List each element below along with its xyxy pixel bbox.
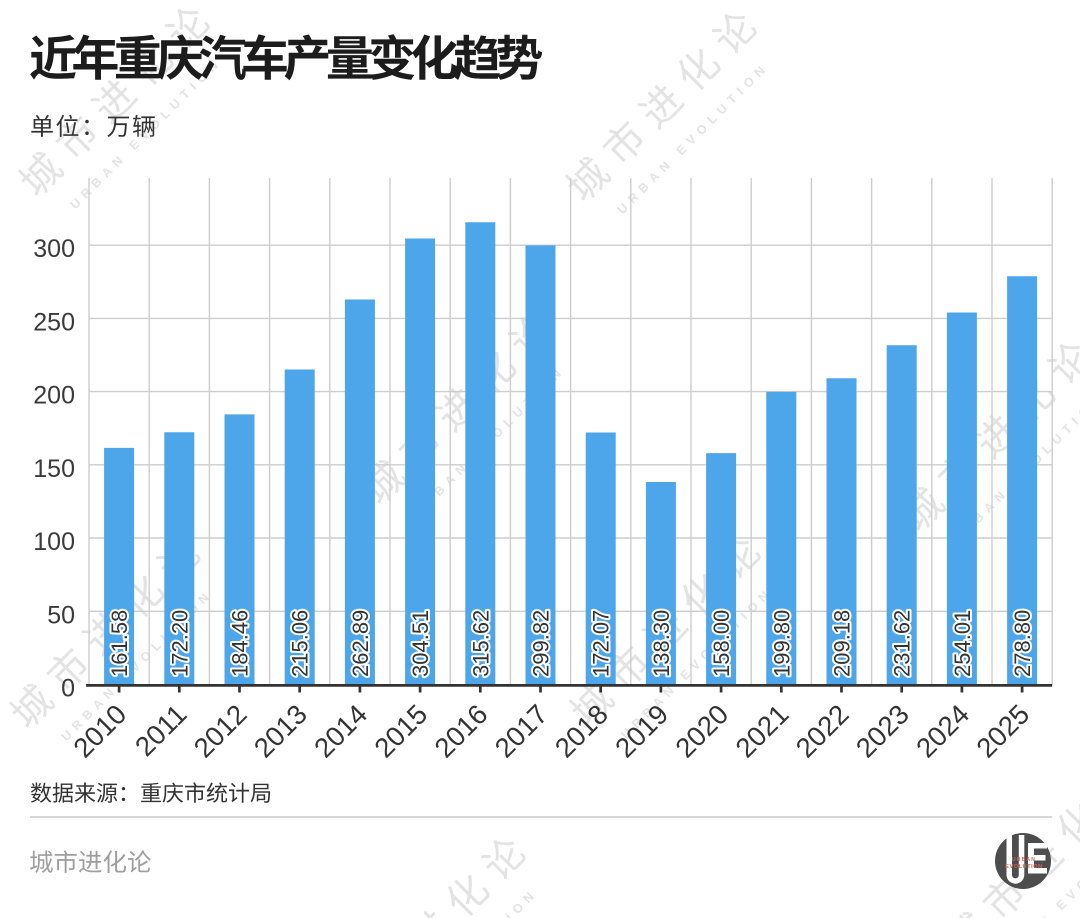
svg-text:50: 50 — [47, 601, 75, 629]
svg-text:184.46: 184.46 — [228, 610, 253, 677]
svg-text:URBAN: URBAN — [1012, 857, 1036, 863]
svg-text:2012: 2012 — [188, 698, 253, 763]
svg-text:2021: 2021 — [729, 698, 794, 763]
svg-text:172.07: 172.07 — [589, 610, 614, 677]
svg-text:2013: 2013 — [248, 698, 313, 763]
svg-text:2010: 2010 — [67, 698, 132, 763]
svg-text:100: 100 — [33, 528, 75, 556]
svg-text:150: 150 — [33, 455, 75, 483]
svg-text:299.82: 299.82 — [529, 610, 554, 677]
svg-text:2024: 2024 — [910, 698, 975, 763]
svg-text:315.62: 315.62 — [468, 610, 493, 677]
svg-text:2015: 2015 — [368, 698, 433, 763]
svg-text:EVOLUTION: EVOLUTION — [1005, 864, 1042, 870]
svg-text:250: 250 — [33, 308, 75, 336]
svg-text:2016: 2016 — [428, 698, 493, 763]
svg-text:138.30: 138.30 — [649, 610, 674, 677]
svg-text:254.01: 254.01 — [950, 610, 975, 677]
svg-text:200: 200 — [33, 382, 75, 410]
svg-text:278.80: 278.80 — [1010, 610, 1035, 677]
svg-text:215.06: 215.06 — [288, 610, 313, 677]
svg-text:2020: 2020 — [669, 698, 734, 763]
svg-text:2025: 2025 — [970, 698, 1035, 763]
svg-text:2017: 2017 — [489, 698, 554, 763]
svg-text:231.62: 231.62 — [890, 610, 915, 677]
svg-text:209.18: 209.18 — [830, 610, 855, 677]
svg-text:262.89: 262.89 — [348, 610, 373, 677]
svg-text:2011: 2011 — [129, 698, 193, 762]
svg-text:158.00: 158.00 — [709, 610, 734, 677]
svg-text:300: 300 — [33, 235, 75, 263]
svg-text:2023: 2023 — [850, 698, 915, 763]
svg-text:2019: 2019 — [609, 698, 674, 763]
svg-text:161.58: 161.58 — [107, 610, 132, 677]
svg-text:199.80: 199.80 — [769, 610, 794, 677]
svg-text:2022: 2022 — [790, 698, 855, 763]
svg-text:304.51: 304.51 — [408, 610, 433, 677]
svg-text:2014: 2014 — [308, 698, 373, 763]
svg-text:172.20: 172.20 — [167, 610, 192, 677]
svg-text:0: 0 — [61, 675, 75, 703]
